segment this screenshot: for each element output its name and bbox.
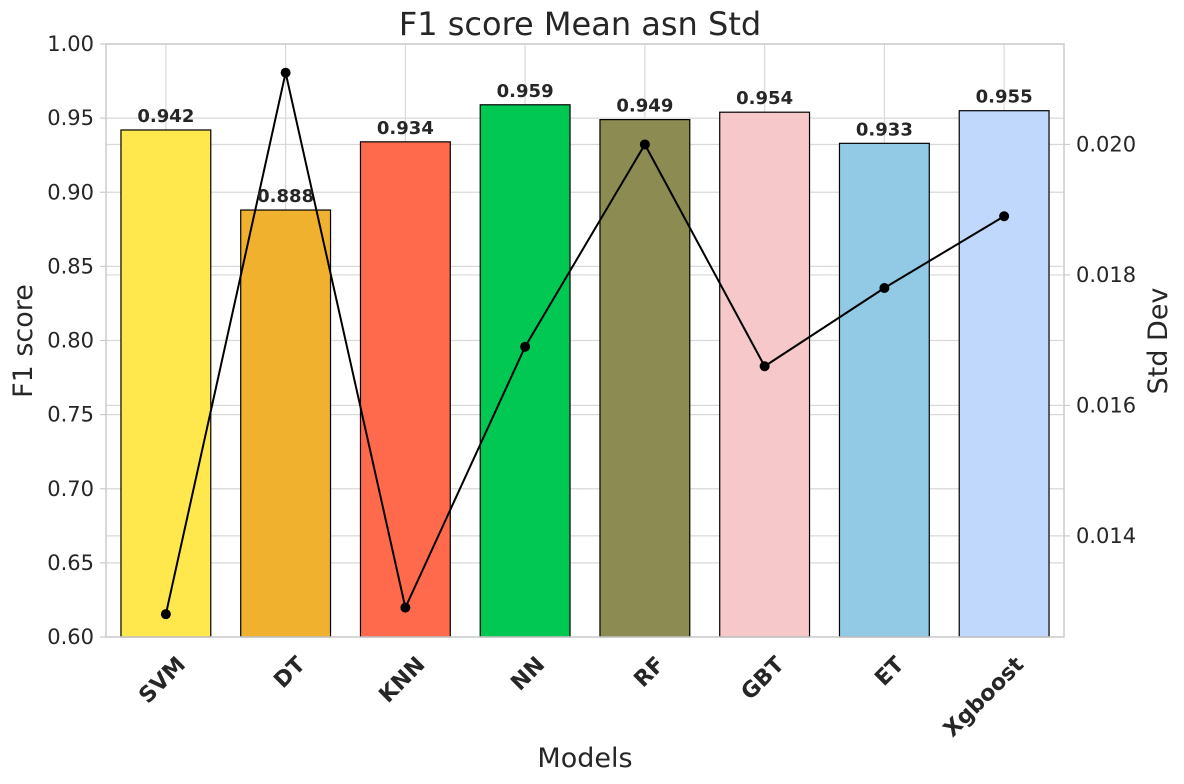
x-tick-label: Xgboost <box>939 652 1029 742</box>
bar-value-label: 0.955 <box>976 87 1033 108</box>
x-tick-label: KNN <box>375 652 431 708</box>
y-tick-label: 0.70 <box>47 477 94 501</box>
x-tick-label: DT <box>269 652 310 693</box>
chart-title: F1 score Mean asn Std <box>399 5 761 43</box>
std-line <box>164 72 1005 615</box>
bar-value-label: 0.959 <box>497 81 554 102</box>
y-tick-label: 0.80 <box>47 329 94 353</box>
bar-knn <box>359 141 451 638</box>
std-line-series <box>160 67 1010 620</box>
y-tick-label: 1.00 <box>47 32 94 56</box>
x-tick-label: ET <box>870 652 909 691</box>
y2-axis-title: Std Dev <box>1143 288 1174 395</box>
y2-tick-label: 0.020 <box>1076 132 1136 156</box>
x-tick-label: GBT <box>737 652 790 705</box>
std-point-gbt <box>759 361 770 372</box>
bar-value-label: 0.888 <box>257 186 314 207</box>
y-tick-labels: 0.60 0.65 0.70 0.75 0.80 0.85 0.90 0.95 1.00 <box>47 32 106 649</box>
std-point-svm <box>160 609 171 620</box>
y-tick-label: 0.95 <box>47 106 94 130</box>
x-tick-label: SVM <box>134 652 190 708</box>
x-axis-title: Models <box>537 743 632 774</box>
bar-dt <box>240 209 332 638</box>
x-tick-labels: SVM DT KNN NN RF GBT ET Xgboost <box>134 652 1029 742</box>
y-tick-label: 0.65 <box>47 551 94 575</box>
bar-value-labels: 0.942 0.888 0.934 0.959 0.949 0.954 0.933 0.955 <box>137 81 1032 207</box>
y2-tick-label: 0.018 <box>1076 263 1136 287</box>
y2-tick-label: 0.016 <box>1076 393 1136 417</box>
y-tick-label: 0.75 <box>47 403 94 427</box>
y-tick-label: 0.90 <box>47 180 94 204</box>
bar-gbt <box>719 111 811 638</box>
std-point-rf <box>639 139 650 150</box>
bar-svm <box>120 129 212 638</box>
y-axis-title: F1 score <box>8 284 39 398</box>
bar-et <box>838 142 930 638</box>
std-point-dt <box>280 67 291 78</box>
bar-value-label: 0.934 <box>377 118 434 139</box>
std-point-et <box>879 282 890 293</box>
x-tick-label: NN <box>506 652 550 696</box>
x-tick-label: RF <box>630 652 670 692</box>
bar-xgboost <box>958 110 1050 638</box>
bar-value-label: 0.933 <box>856 119 913 140</box>
y-tick-label: 0.85 <box>47 254 94 278</box>
y2-tick-label: 0.014 <box>1076 524 1136 548</box>
bar-value-label: 0.942 <box>137 106 194 127</box>
bar-value-label: 0.954 <box>736 88 793 109</box>
std-point-nn <box>520 341 531 352</box>
std-point-xgboost <box>999 211 1010 222</box>
y2-tick-labels: 0.014 0.016 0.018 0.020 <box>1064 132 1136 548</box>
y-tick-label: 0.60 <box>47 625 94 649</box>
bar-series <box>120 104 1050 638</box>
bar-value-label: 0.949 <box>616 96 673 117</box>
bar-nn <box>479 104 571 638</box>
bar-rf <box>599 119 691 638</box>
std-point-knn <box>400 602 411 613</box>
